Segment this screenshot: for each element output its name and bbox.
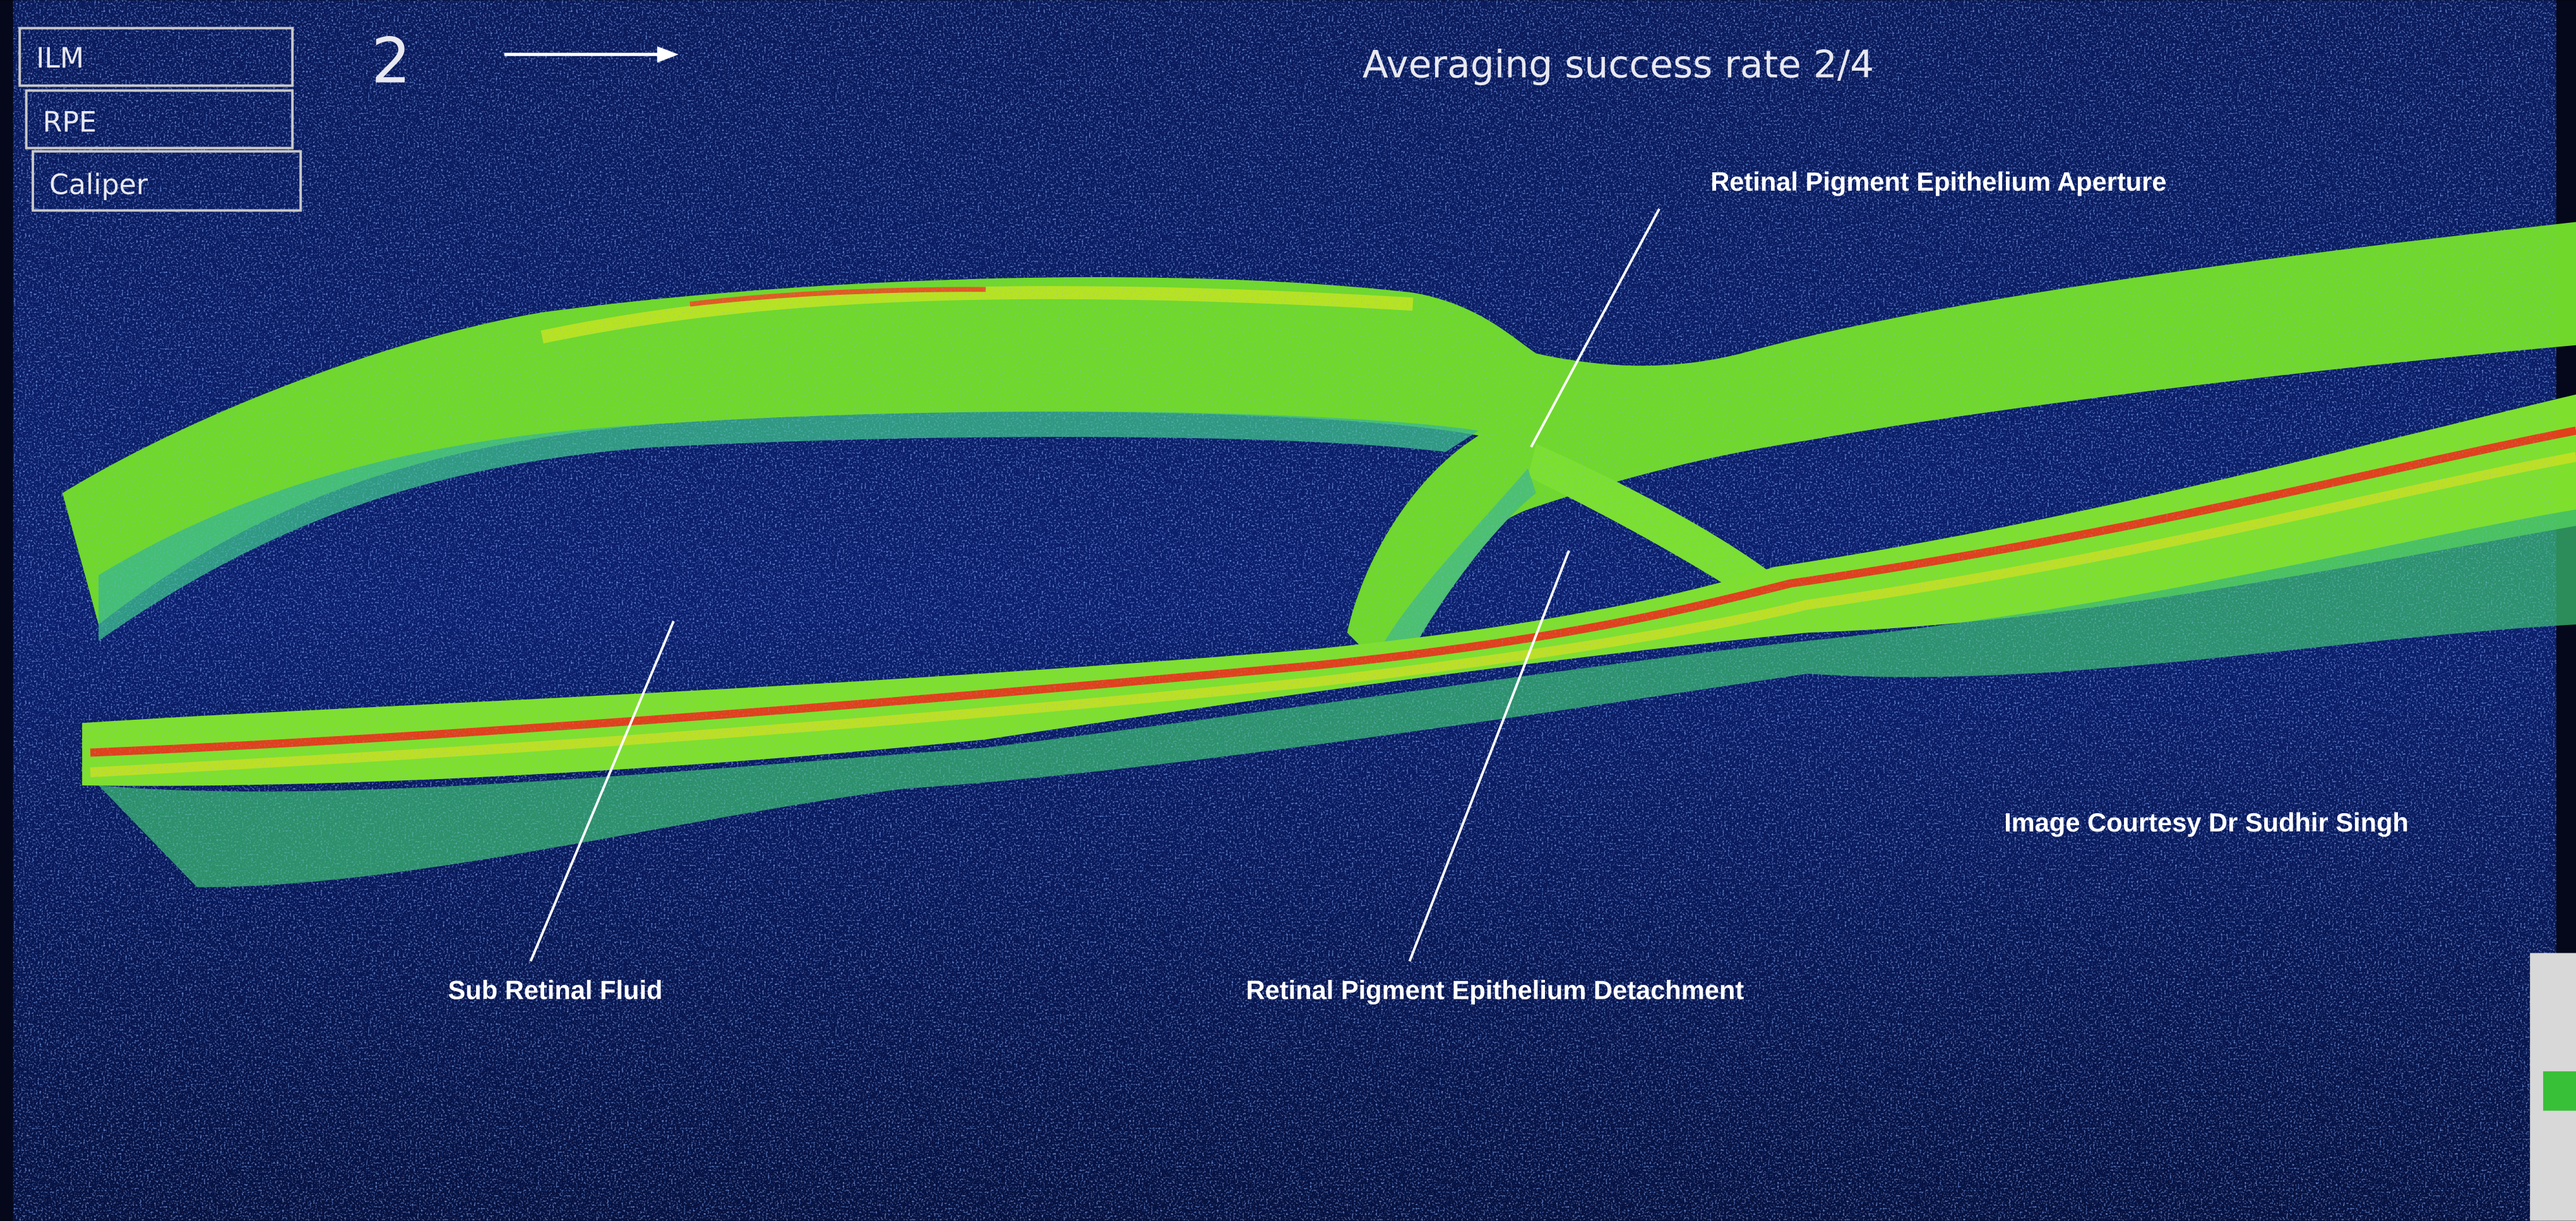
status: Averaging success rate 2/4 [1363,43,1874,87]
button-label: ILM [36,42,84,74]
rpe-button[interactable] [25,89,294,150]
pointer [529,621,675,962]
caliper-button[interactable] [32,150,302,212]
arrow-head [657,46,679,63]
annotation: Retinal Pigment Epithelium Aperture [1710,167,2166,196]
noise-overlay [13,0,2556,1221]
annotation: Sub Retinal Fluid [448,975,663,1004]
annotation: Retinal Pigment Epithelium Detachment [1246,975,1744,1004]
ilm-button[interactable] [18,27,294,87]
pointer [1408,550,1570,962]
side-button[interactable] [2543,1071,2576,1111]
credit: Image Courtesy Dr Sudhir Singh [2004,807,2409,837]
frame-number: 2 [371,25,411,97]
button-label: RPE [43,107,97,139]
pointer [1530,208,1661,448]
button-label: Caliper [49,169,148,201]
